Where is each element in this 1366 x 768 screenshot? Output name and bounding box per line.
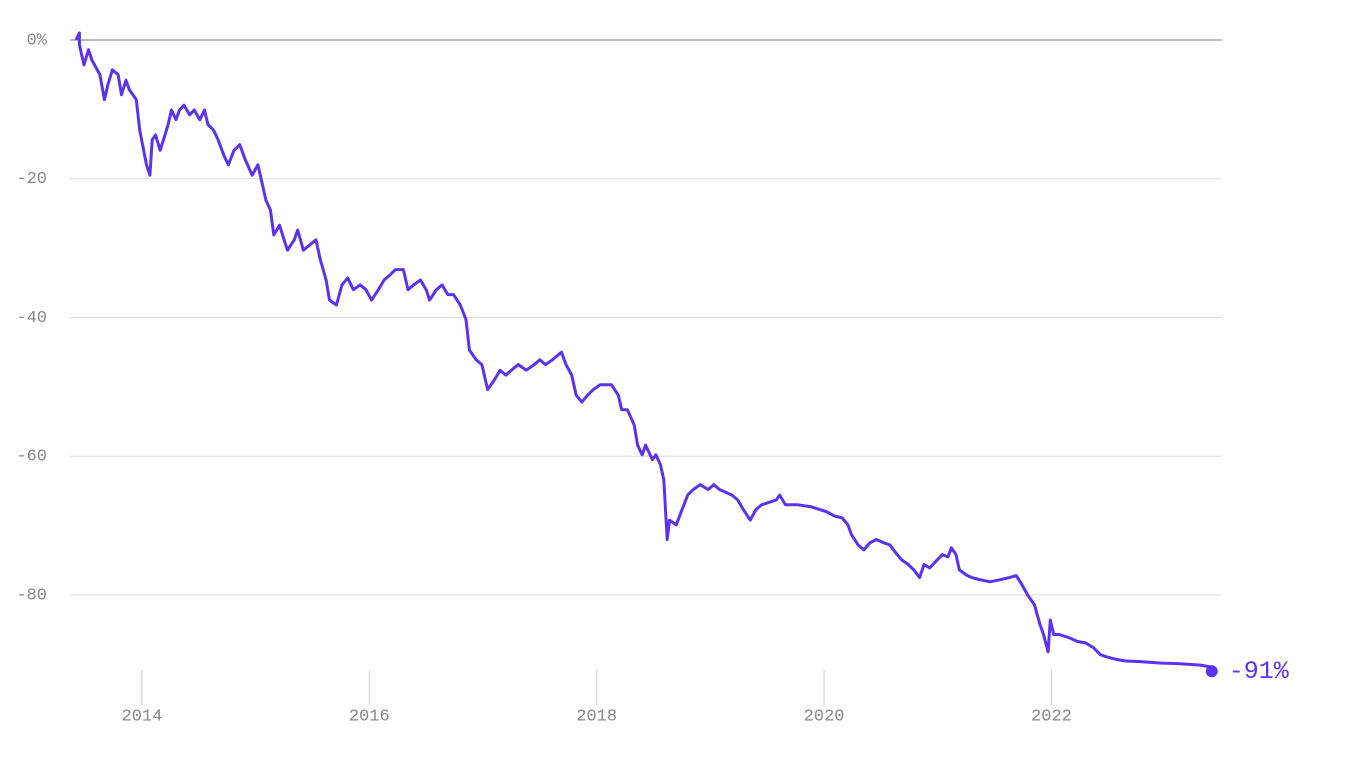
end-dot bbox=[1205, 665, 1218, 678]
y-tick-label: -20 bbox=[16, 170, 47, 189]
x-tick-label: 2022 bbox=[1031, 707, 1072, 726]
y-tick-label: -80 bbox=[16, 586, 47, 605]
line-series bbox=[74, 31, 1213, 669]
x-tick-label: 2014 bbox=[122, 707, 163, 726]
y-tick-label: 0% bbox=[27, 31, 48, 50]
end-label: -91% bbox=[1229, 657, 1290, 686]
y-tick-label: -40 bbox=[16, 309, 47, 328]
x-tick-label: 2016 bbox=[349, 707, 390, 726]
x-tick-label: 2020 bbox=[804, 707, 845, 726]
y-tick-label: -60 bbox=[16, 448, 47, 467]
x-tick-label: 2018 bbox=[576, 707, 617, 726]
